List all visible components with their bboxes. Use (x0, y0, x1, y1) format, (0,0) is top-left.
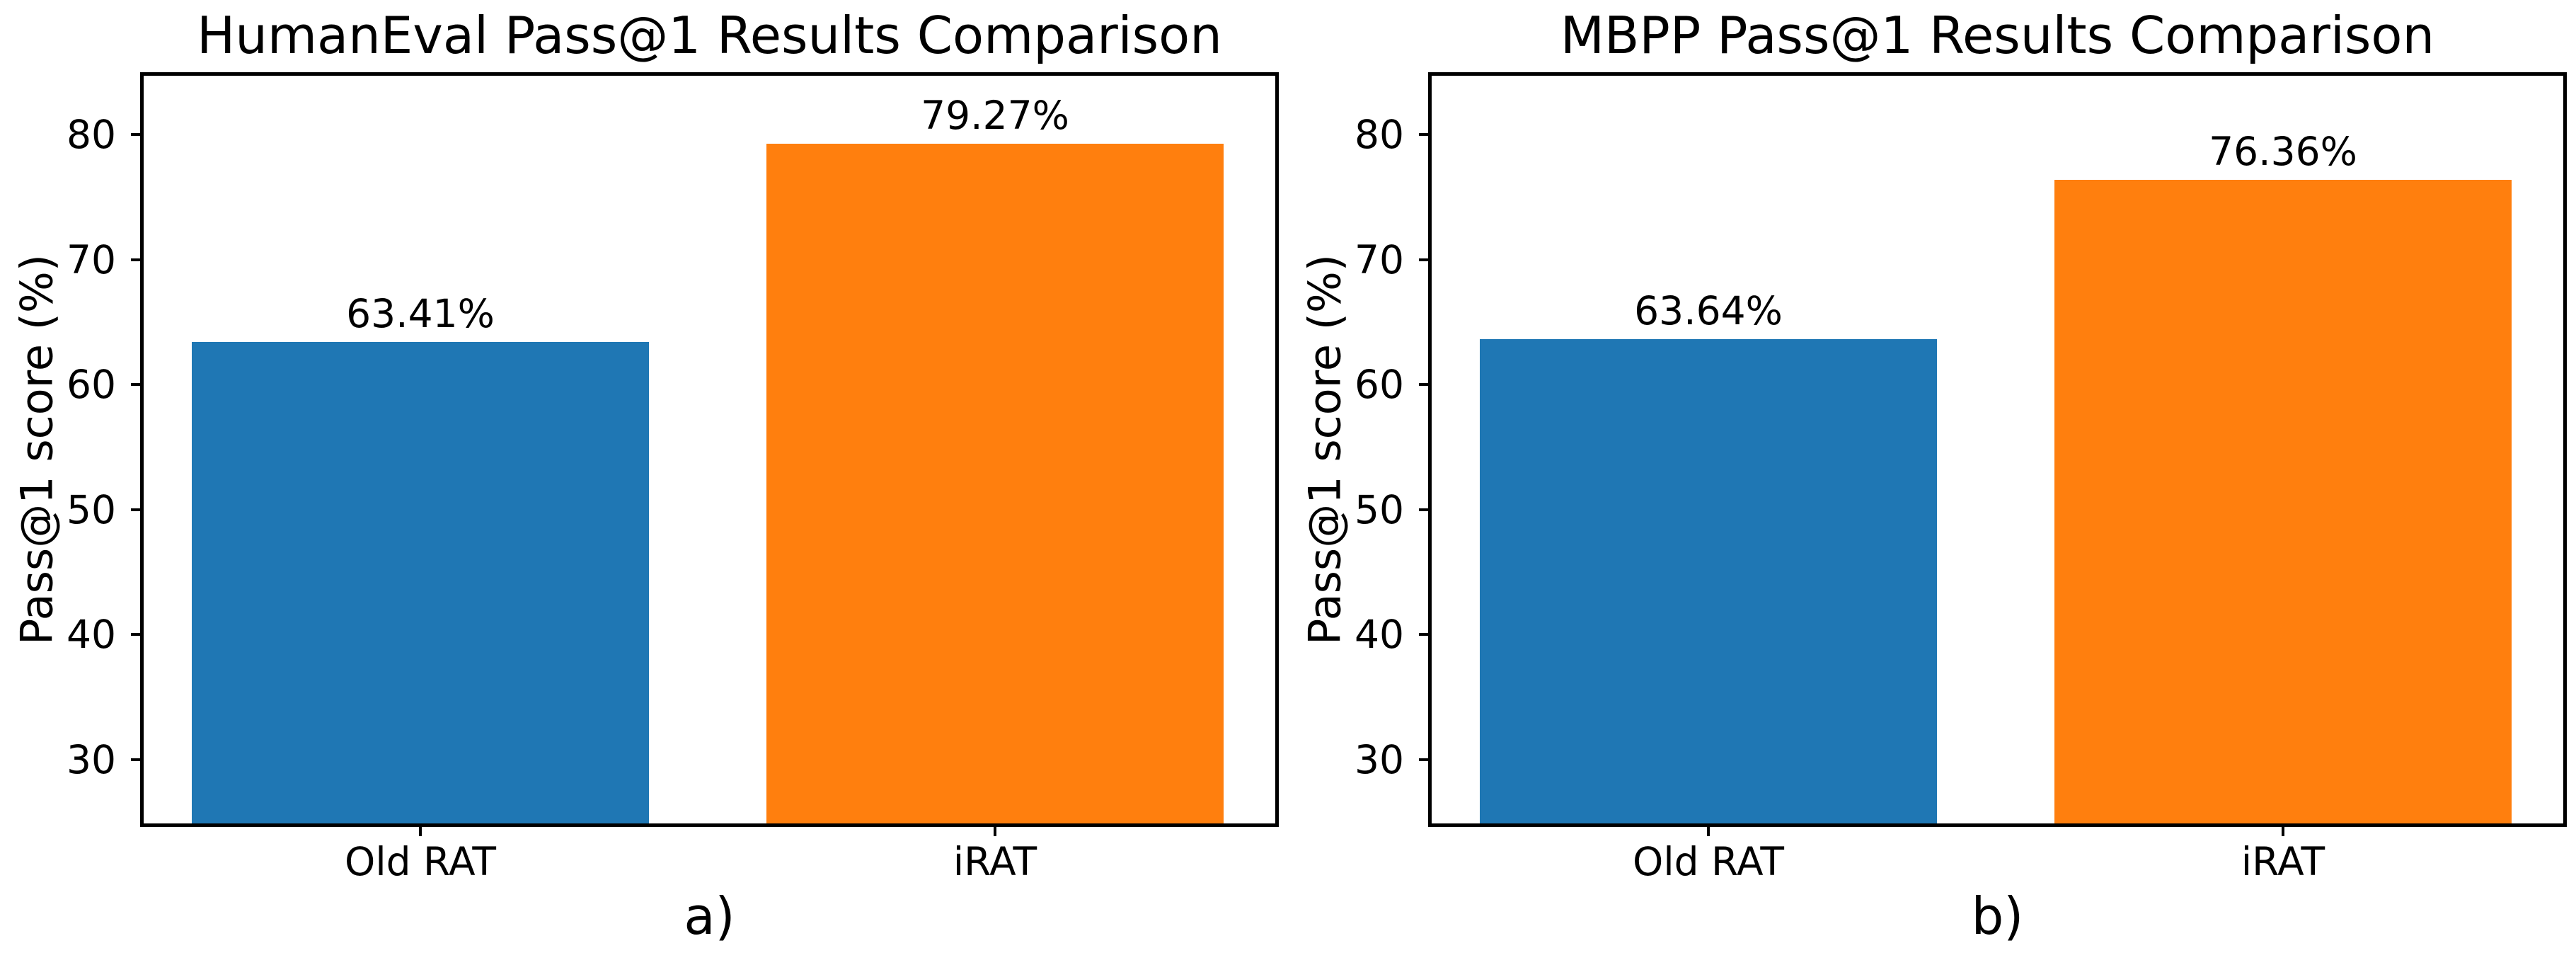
panel-mbpp: MBPP Pass@1 Results Comparison Pass@1 sc… (1288, 0, 2576, 953)
y-tick-mark (131, 383, 140, 387)
y-tick-label: 50 (1355, 486, 1404, 532)
y-tick-label: 80 (1355, 112, 1404, 158)
bar-old-rat (1480, 338, 1937, 827)
bar-value-label: 76.36% (2209, 129, 2357, 175)
x-tick-mark (994, 827, 996, 836)
y-tick-mark (1419, 508, 1428, 511)
y-tick-label: 70 (1355, 236, 1404, 283)
y-tick-mark (1419, 133, 1428, 137)
bar-irat (766, 144, 1224, 827)
x-tick-label: Old RAT (345, 839, 496, 884)
x-tick-label: iRAT (953, 839, 1037, 884)
bar-irat (2054, 180, 2512, 827)
y-tick-label: 40 (1355, 612, 1404, 658)
bar-value-label: 63.41% (346, 291, 495, 337)
bar-old-rat (192, 342, 649, 827)
y-tick-label: 50 (67, 486, 116, 532)
x-tick-label: iRAT (2241, 839, 2325, 884)
x-tick-mark (419, 827, 422, 836)
y-tick-mark (131, 258, 140, 261)
panel-humaneval: HumanEval Pass@1 Results Comparison Pass… (11, 6, 1279, 946)
y-tick-mark (131, 758, 140, 761)
plot-area-mbpp: 30 40 50 60 70 80 63.64% Old RAT 76.36% iRAT (1355, 72, 2567, 884)
x-tick-mark (2282, 827, 2284, 836)
y-tick-mark (131, 633, 140, 637)
y-tick-label: 70 (67, 236, 116, 283)
y-tick-label: 30 (67, 736, 116, 782)
x-tick-label: Old RAT (1633, 839, 1784, 884)
y-tick-mark (1419, 633, 1428, 637)
chart-title: HumanEval Pass@1 Results Comparison (197, 6, 1222, 65)
y-tick-label: 40 (67, 612, 116, 658)
y-tick-mark (1419, 383, 1428, 387)
y-tick-mark (1419, 758, 1428, 761)
y-tick-mark (131, 508, 140, 511)
bar-value-label: 79.27% (921, 93, 1069, 139)
x-tick-mark (1707, 827, 1710, 836)
y-tick-label: 80 (67, 112, 116, 158)
y-tick-label: 30 (1355, 736, 1404, 782)
subfigure-caption-a: a) (684, 886, 735, 946)
y-tick-mark (131, 133, 140, 137)
y-axis-label: Pass@1 score (%) (11, 254, 63, 645)
y-tick-label: 60 (1355, 362, 1404, 408)
bar-value-label: 63.64% (1634, 287, 1783, 333)
y-axis-label: Pass@1 score (%) (1299, 254, 1351, 645)
y-tick-label: 60 (67, 362, 116, 408)
chart-title: MBPP Pass@1 Results Comparison (1560, 6, 2435, 65)
plot-area-humaneval: 30 40 50 60 70 80 63.41% Old RAT 79.27% iRAT (67, 72, 1279, 884)
y-tick-mark (1419, 258, 1428, 261)
subfigure-caption-b: b) (1971, 886, 2024, 946)
